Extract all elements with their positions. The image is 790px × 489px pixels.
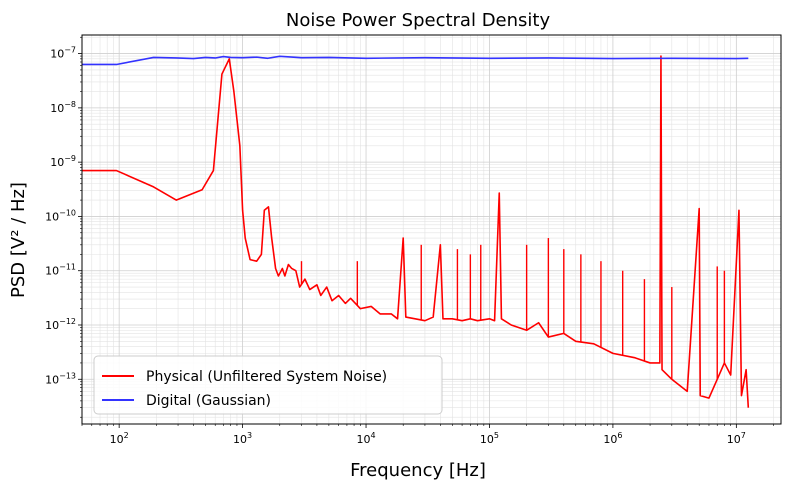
y-tick-label: 10−13 — [45, 371, 76, 386]
x-axis-label: Frequency [Hz] — [350, 460, 486, 481]
legend: Physical (Unfiltered System Noise) Digit… — [93, 355, 443, 415]
plot-frame — [81, 34, 782, 425]
y-axis-label: PSD [V² / Hz] — [8, 182, 29, 298]
series-line-digital — [82, 55, 749, 66]
x-tick-label: 104 — [356, 431, 375, 446]
x-tick-label: 103 — [233, 431, 252, 446]
series-layer — [82, 55, 750, 408]
y-tick-label: 10−12 — [45, 317, 76, 332]
x-tick-label: 105 — [480, 431, 499, 446]
x-axis: 102 103 104 105 106 107 — [81, 424, 774, 446]
x-tick-label: 106 — [603, 431, 622, 446]
chart-title: Noise Power Spectral Density — [286, 10, 551, 31]
y-axis: 10−13 10−12 10−11 10−10 10−9 10−8 10−7 — [45, 36, 82, 418]
series-line-physical — [82, 55, 750, 408]
y-tick-label: 10−9 — [50, 154, 76, 169]
legend-label-physical: Physical (Unfiltered System Noise) — [146, 369, 387, 385]
y-tick-label: 10−10 — [45, 208, 76, 223]
legend-box — [93, 355, 443, 415]
y-tick-label: 10−8 — [50, 100, 76, 115]
x-tick-label: 102 — [110, 431, 129, 446]
y-tick-label: 10−7 — [50, 46, 76, 61]
y-tick-label: 10−11 — [45, 263, 76, 278]
x-tick-label: 107 — [727, 431, 746, 446]
legend-label-digital: Digital (Gaussian) — [146, 393, 271, 409]
